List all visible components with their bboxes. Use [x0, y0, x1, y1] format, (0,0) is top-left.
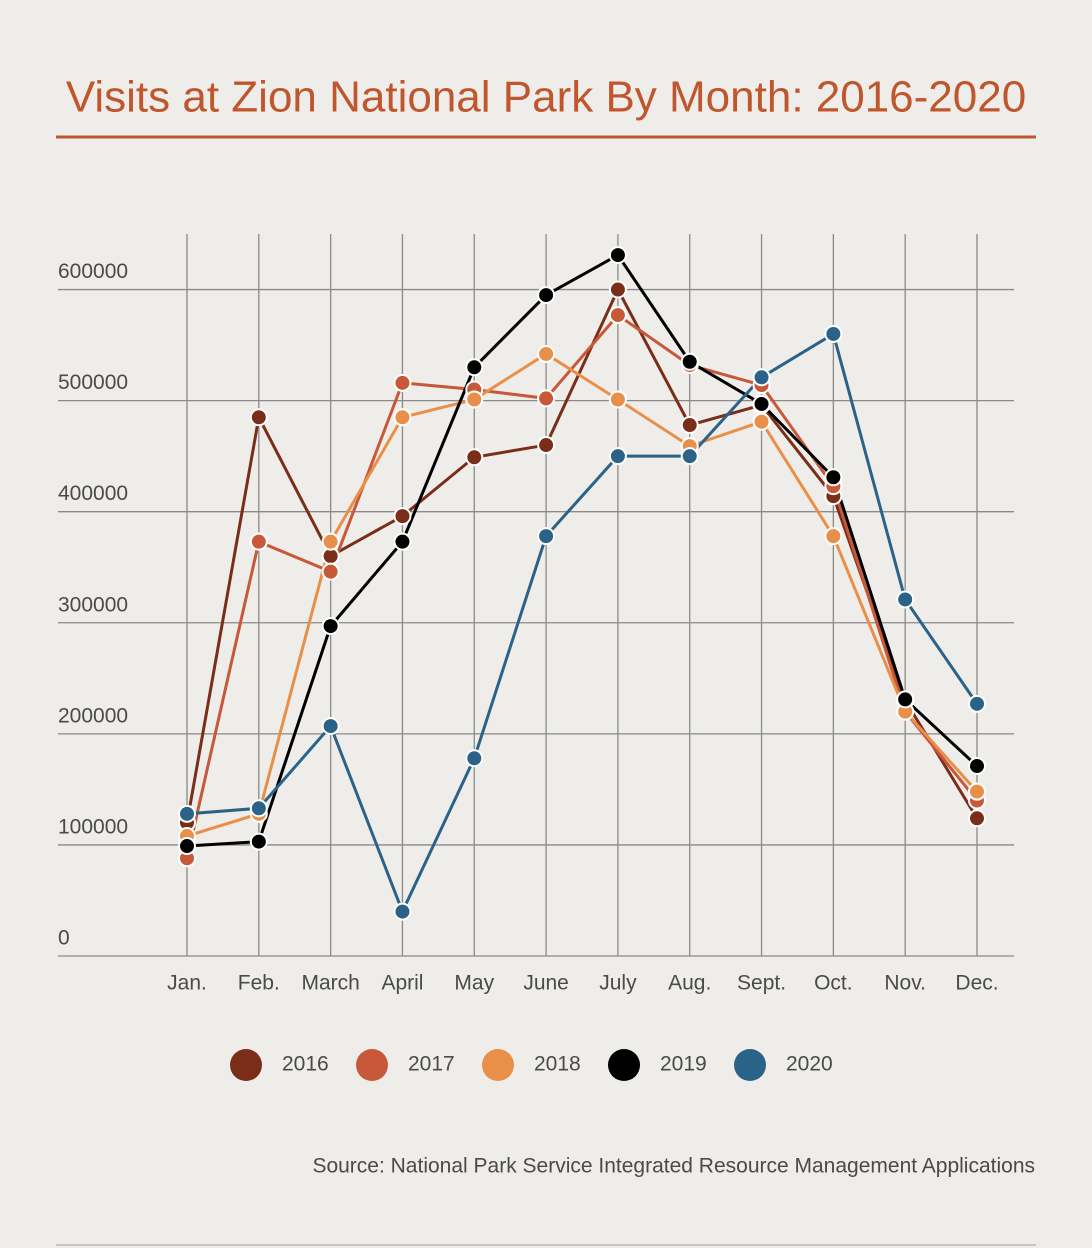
series-line [185, 286, 979, 823]
point [321, 617, 340, 636]
point [608, 447, 627, 466]
point [824, 527, 843, 546]
point [249, 532, 268, 551]
x-tick-label: Jan. [167, 972, 207, 995]
point [824, 324, 843, 343]
legend-label: 2017 [408, 1053, 455, 1076]
legend-marker [482, 1049, 514, 1081]
point [393, 373, 412, 392]
point [680, 416, 699, 435]
x-tick-label: April [381, 972, 423, 995]
x-tick-label: Feb. [238, 972, 280, 995]
y-tick-label: 500000 [58, 371, 128, 394]
point [393, 532, 412, 551]
point [321, 717, 340, 736]
point [249, 408, 268, 427]
legend-label: 2016 [282, 1053, 329, 1076]
x-tick-label: July [599, 972, 637, 995]
point [465, 749, 484, 768]
point [752, 368, 771, 387]
point [896, 690, 915, 709]
point [178, 804, 196, 823]
point [178, 837, 196, 856]
y-tick-label: 600000 [58, 260, 128, 283]
point [465, 448, 484, 467]
point [393, 902, 412, 921]
legend-marker [230, 1049, 262, 1081]
point [249, 832, 268, 851]
point [537, 344, 556, 363]
series-line [186, 331, 979, 916]
point [608, 280, 627, 299]
point [680, 352, 699, 371]
point [968, 757, 986, 776]
x-tick-label: Nov. [884, 972, 926, 995]
point [249, 799, 268, 818]
point [968, 809, 986, 828]
x-tick-label: Oct. [814, 972, 853, 995]
point [393, 408, 412, 427]
point [824, 468, 843, 487]
point [968, 694, 986, 713]
x-tick-label: June [523, 972, 569, 995]
legend-marker [608, 1049, 640, 1081]
point [537, 527, 556, 546]
point [465, 390, 484, 409]
x-tick-label: March [301, 972, 359, 995]
point [321, 562, 340, 581]
y-tick-label: 400000 [58, 482, 128, 505]
legend-label: 2019 [660, 1053, 707, 1076]
legend-label: 2020 [786, 1053, 833, 1076]
series-line [186, 352, 979, 838]
point [680, 447, 699, 466]
legend-marker [356, 1049, 388, 1081]
source-note: Source: National Park Service Integrated… [312, 1155, 1035, 1178]
chart-title: Visits at Zion National Park By Month: 2… [66, 73, 1026, 122]
y-tick-label: 200000 [58, 704, 128, 727]
point [752, 394, 771, 413]
y-tick-label: 0 [58, 927, 70, 950]
point [537, 389, 556, 408]
series-line [186, 253, 979, 848]
legend-marker [734, 1049, 766, 1081]
point [465, 358, 484, 377]
legend-label: 2018 [534, 1053, 581, 1076]
y-tick-label: 100000 [58, 815, 128, 838]
x-tick-label: Aug. [668, 972, 711, 995]
point [393, 507, 412, 526]
series-line [185, 313, 979, 859]
point [537, 286, 556, 305]
point [608, 306, 627, 325]
point [968, 782, 986, 801]
point [608, 246, 627, 265]
x-tick-label: Sept. [737, 972, 786, 995]
x-tick-label: Dec. [955, 972, 998, 995]
y-tick-label: 300000 [58, 593, 128, 616]
point [537, 436, 556, 455]
point [321, 532, 340, 551]
x-tick-label: May [454, 972, 494, 995]
point [752, 412, 771, 431]
point [608, 390, 627, 409]
point [896, 590, 915, 609]
